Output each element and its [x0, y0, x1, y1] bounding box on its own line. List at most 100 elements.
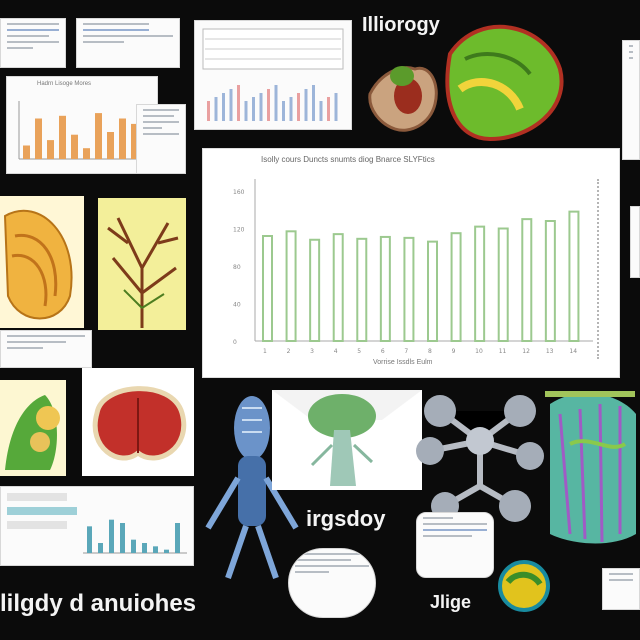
small-bar-chart-card: Hadrn Lisoge Mores: [6, 76, 158, 174]
skeleton-illustration: [198, 388, 306, 586]
main-chart-bar: [474, 225, 486, 342]
table-chart-bar: [312, 85, 315, 121]
main-chart-y-tick: 160: [233, 189, 245, 196]
main-chart-bar: [285, 230, 297, 342]
main-chart-x-tick: 3: [310, 348, 314, 355]
main-chart-x-tick: 4: [334, 348, 338, 355]
main-chart-bar: [262, 235, 273, 342]
label-top-right: Illiorogy: [362, 14, 440, 36]
doc-card-top-2: [76, 18, 180, 68]
teal-chart-bar: [164, 549, 169, 553]
table-chart-bar: [304, 89, 308, 121]
teal-chart-bar: [98, 543, 103, 553]
label-bottom-left: lilgdy d anuiohes: [0, 590, 197, 617]
table-chart-bar: [267, 89, 270, 121]
main-chart-bar: [568, 210, 580, 342]
small-chart-bar: [107, 132, 114, 159]
main-chart-x-tick: 5: [357, 348, 361, 355]
small-chart-bar: [35, 118, 42, 159]
cell-illustration: [540, 384, 640, 548]
small-chart-bar: [131, 123, 138, 159]
main-chart-bar: [356, 237, 368, 342]
table-chart-bar: [229, 89, 233, 121]
organ-illustration: [82, 368, 194, 476]
table-chart-bar: [289, 97, 293, 121]
main-chart-bar: [521, 218, 533, 342]
plant-illustration: [0, 380, 66, 476]
leaf-illustration: [0, 196, 84, 328]
teal-chart-bar: [87, 526, 92, 553]
round-doc-card: [288, 548, 376, 618]
table-chart-graphic: [202, 28, 344, 121]
main-chart-bar: [450, 232, 462, 342]
main-chart-x-tick: 10: [475, 348, 483, 355]
main-chart-x-tick: 14: [569, 348, 577, 355]
molecule-illustration: [400, 386, 550, 526]
table-chart-bar: [214, 97, 218, 121]
small-chart-title: Hadrn Lisoge Mores: [37, 81, 92, 87]
main-chart-y-tick: 80: [233, 264, 241, 271]
table-chart-bar: [327, 97, 330, 121]
small-chart-bar: [59, 115, 66, 159]
teal-bar-chart-card: [0, 486, 194, 566]
branch-leaf-illustration: [98, 198, 186, 330]
main-chart-bar: [332, 233, 344, 342]
heart-illustration: [360, 14, 575, 144]
main-chart-x-tick: 6: [381, 348, 385, 355]
small-chart-bar: [47, 140, 54, 159]
main-chart-x-tick: 2: [287, 348, 291, 355]
teal-chart-bar: [175, 523, 180, 553]
globe-illustration: [496, 552, 550, 616]
teal-chart-bar: [142, 543, 147, 553]
table-chart-bar: [282, 101, 285, 121]
main-chart-xlabel: Vorrise Issdls Eulm: [373, 359, 433, 366]
main-chart-x-tick: 12: [522, 348, 530, 355]
main-chart-bar: [544, 220, 556, 342]
main-chart-bar: [309, 238, 321, 342]
doc-card-bottom-right: [602, 568, 640, 610]
doc-card-right-edge: [622, 40, 640, 160]
main-chart-y-tick: 40: [233, 302, 241, 309]
label-middle: irgsdoy: [306, 506, 386, 531]
table-chart-bar: [252, 97, 255, 121]
main-chart-bar: [403, 236, 415, 342]
table-chart-bar: [244, 101, 248, 121]
teal-chart-bar: [131, 539, 136, 553]
small-bar-chart: [18, 101, 147, 160]
main-chart-side-text: [597, 179, 615, 359]
main-chart-x-tick: 8: [428, 348, 432, 355]
main-chart-x-tick: 7: [404, 348, 408, 355]
small-chart-bar: [23, 145, 30, 159]
table-chart-bar: [222, 93, 225, 121]
teal-chart-bar: [153, 546, 158, 553]
main-chart-y-tick: 120: [233, 227, 245, 234]
small-chart-bar: [71, 134, 78, 159]
doc-card-right-mid: [630, 206, 640, 278]
teal-chart-bar: [109, 519, 114, 553]
main-chart-bar: [497, 227, 509, 342]
small-chart-bar: [95, 113, 102, 159]
tree-illustration: [272, 390, 422, 490]
main-chart-y-tick: 0: [233, 339, 237, 346]
label-bottom-center: Jlige: [430, 592, 472, 612]
doc-card-left-2: [136, 104, 186, 174]
doc-card-top-left: [0, 18, 66, 68]
doc-card-table-chart: [194, 20, 352, 130]
main-chart-title: Isolly cours Duncts snumts diog Bnarce S…: [261, 155, 435, 164]
small-chart-bar: [119, 118, 126, 159]
table-chart-bar: [237, 85, 240, 121]
doc-card-left-3: [0, 330, 92, 368]
main-chart-x-tick: 11: [499, 348, 507, 355]
main-chart-bar: [427, 240, 438, 342]
table-chart-bar: [297, 93, 300, 121]
small-chart-bar: [83, 148, 90, 159]
table-chart-bar: [334, 93, 338, 121]
teal-chart-bar: [120, 523, 125, 553]
main-chart-x-tick: 9: [452, 348, 456, 355]
main-chart-x-tick: 1: [263, 348, 267, 355]
table-chart-bar: [274, 85, 278, 121]
table-chart-bar: [319, 101, 323, 121]
doc-card-bottom-center: [416, 512, 494, 578]
main-chart-x-tick: 13: [546, 348, 554, 355]
